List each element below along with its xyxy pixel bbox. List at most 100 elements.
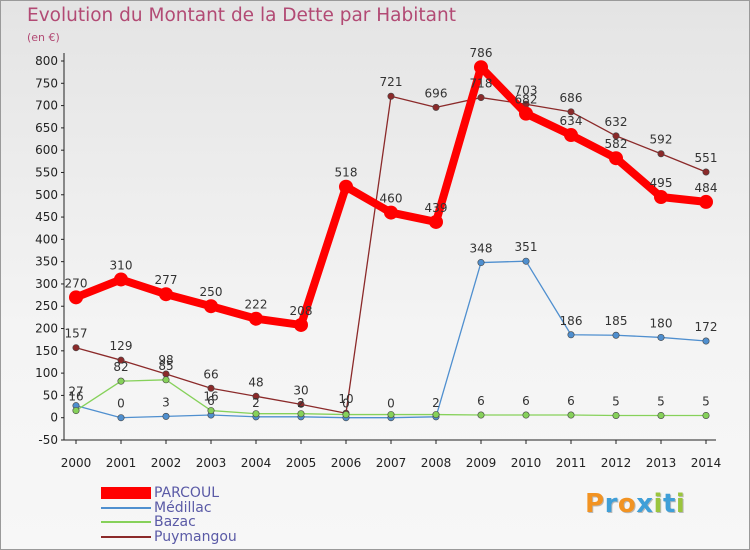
data-point-parcoul	[69, 290, 83, 305]
data-label-parcoul: 460	[380, 192, 403, 206]
data-label-bazac: 5	[702, 394, 710, 408]
data-label-medillac: 6	[207, 394, 215, 408]
legend-label-parcoul: PARCOUL	[154, 485, 219, 502]
data-point-medillac	[702, 337, 710, 345]
data-point-medillac	[117, 414, 125, 422]
legend-item-medillac: Médillac	[101, 501, 237, 516]
x-tick-label: 2010	[511, 456, 542, 470]
legend-item-puymangou: Puymangou	[101, 530, 237, 545]
y-tick-label: 400	[35, 232, 58, 246]
y-tick-label: 500	[35, 188, 58, 202]
y-tick-label: 550	[35, 165, 58, 179]
legend-swatch-puymangou	[101, 535, 151, 538]
data-point-medillac	[522, 257, 530, 265]
x-tick-label: 2009	[466, 456, 497, 470]
y-tick-label: 200	[35, 322, 58, 336]
data-point-puymangou	[297, 400, 305, 408]
data-label-parcoul: 495	[650, 176, 673, 190]
x-tick-label: 2001	[106, 456, 137, 470]
data-point-bazac	[117, 377, 125, 385]
data-label-medillac: 3	[162, 395, 170, 409]
data-label-puymangou: 10	[338, 392, 353, 406]
data-label-parcoul: 582	[605, 137, 628, 151]
x-tick-label: 2004	[241, 456, 272, 470]
data-label-bazac: 5	[612, 394, 620, 408]
legend: PARCOUL Médillac Bazac Puymangou	[101, 486, 237, 544]
data-point-parcoul	[249, 311, 263, 326]
x-tick-label: 2005	[286, 456, 317, 470]
data-label-parcoul: 439	[425, 201, 448, 215]
data-label-bazac: 5	[657, 394, 665, 408]
chart-title: Evolution du Montant de la Dette par Hab…	[27, 5, 456, 26]
data-label-puymangou: 686	[560, 91, 583, 105]
data-label-parcoul: 518	[335, 166, 358, 180]
y-tick-label: 600	[35, 143, 58, 157]
data-point-parcoul	[519, 106, 533, 121]
data-label-puymangou: 30	[293, 383, 308, 397]
data-label-bazac: 16	[203, 390, 218, 404]
x-tick-label: 2007	[376, 456, 407, 470]
y-tick-label: 0	[50, 411, 58, 425]
x-tick-label: 2014	[691, 456, 722, 470]
legend-swatch-bazac	[101, 521, 151, 524]
data-point-bazac	[567, 411, 575, 419]
data-point-medillac	[162, 412, 170, 420]
data-point-parcoul	[384, 205, 398, 220]
data-label-medillac: 185	[605, 314, 628, 328]
data-point-puymangou	[252, 392, 260, 400]
data-point-puymangou	[612, 132, 620, 140]
data-label-parcoul: 222	[245, 298, 268, 312]
legend-label-medillac: Médillac	[154, 499, 212, 516]
data-point-bazac	[657, 411, 665, 419]
data-point-bazac	[72, 407, 80, 415]
y-tick-label: 300	[35, 277, 58, 291]
y-tick-label: 350	[35, 255, 58, 269]
y-tick-label: 100	[35, 366, 58, 380]
data-label-medillac: 2	[432, 396, 440, 410]
data-label-medillac: 351	[515, 240, 538, 254]
data-point-puymangou	[702, 168, 710, 176]
data-label-medillac: 180	[650, 316, 673, 330]
data-label-medillac: 186	[560, 314, 583, 328]
legend-swatch-medillac	[101, 506, 151, 509]
data-label-puymangou: 592	[650, 133, 673, 147]
data-point-bazac	[342, 411, 350, 419]
y-tick-label: 250	[35, 299, 58, 313]
data-label-puymangou: 551	[695, 151, 718, 165]
legend-swatch-parcoul	[101, 487, 151, 500]
data-point-parcoul	[474, 60, 488, 75]
data-point-medillac	[657, 333, 665, 341]
x-tick-label: 2008	[421, 456, 452, 470]
data-label-puymangou: 157	[65, 327, 88, 341]
data-label-parcoul: 786	[470, 46, 493, 60]
legend-item-parcoul: PARCOUL	[101, 486, 237, 501]
data-label-bazac: 6	[477, 394, 485, 408]
data-label-medillac: 172	[695, 320, 718, 334]
legend-item-bazac: Bazac	[101, 515, 237, 530]
y-tick-label: 150	[35, 344, 58, 358]
data-point-bazac	[207, 407, 215, 415]
x-tick-label: 2003	[196, 456, 227, 470]
data-label-parcoul: 682	[515, 93, 538, 107]
data-label-puymangou: 129	[110, 339, 133, 353]
y-tick-label: 750	[35, 76, 58, 90]
x-tick-label: 2013	[646, 456, 677, 470]
data-point-parcoul	[429, 214, 443, 229]
data-point-puymangou	[117, 356, 125, 364]
data-label-parcoul: 277	[155, 273, 178, 287]
data-label-bazac: 82	[113, 360, 128, 374]
data-point-parcoul	[159, 287, 173, 302]
x-tick-label: 2012	[601, 456, 632, 470]
data-point-medillac	[612, 331, 620, 339]
data-point-parcoul	[654, 189, 668, 204]
data-point-medillac	[567, 331, 575, 339]
data-point-puymangou	[477, 94, 485, 102]
data-point-parcoul	[609, 151, 623, 166]
chart-unit-label: (en €)	[27, 31, 60, 44]
y-tick-label: 800	[35, 54, 58, 68]
data-point-medillac	[477, 259, 485, 267]
data-label-parcoul: 208	[290, 304, 313, 318]
x-tick-label: 2011	[556, 456, 587, 470]
